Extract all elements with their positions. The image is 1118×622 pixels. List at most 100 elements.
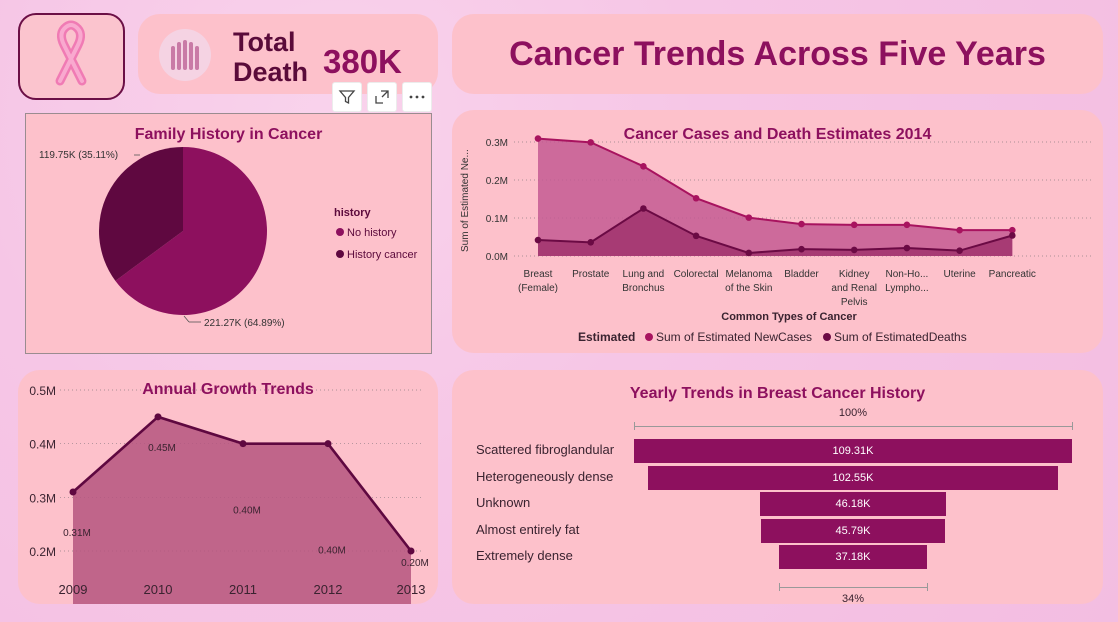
x-tick-label: and Renal [831, 283, 877, 294]
pie-legend-marker [336, 250, 344, 258]
data-point [154, 413, 162, 421]
pink-ribbon-icon [55, 20, 87, 86]
title-card [452, 14, 1103, 94]
data-point [798, 245, 805, 253]
raised-hands-icon [159, 29, 211, 81]
y-tick-label: 0.2M [486, 176, 508, 187]
series-area [538, 208, 1013, 256]
legend-marker [645, 333, 653, 341]
data-point [850, 246, 858, 254]
legend-title: Estimated [578, 330, 635, 344]
pie-chart: 221.27K (64.89%) 119.75K (35.11%) history N… [39, 147, 418, 329]
y-tick-label: 0.3M [29, 491, 56, 505]
funnel-top-percent: 100% [838, 407, 868, 419]
data-point [69, 488, 77, 496]
x-tick-label: Lung and [623, 269, 665, 280]
x-tick-label: Melanoma [725, 269, 772, 280]
data-point [587, 139, 594, 146]
data-label: 0.40M [318, 546, 346, 557]
funnel-category-label: Heterogeneously dense [476, 468, 614, 484]
data-point [745, 249, 753, 257]
funnel-category-label: Extremely dense [476, 548, 573, 564]
x-tick-label: Pancreatic [989, 269, 1036, 280]
y-tick-label: 0.3M [486, 138, 508, 149]
page-title: Cancer Trends Across Five Years [509, 35, 1046, 73]
cases-title: Cancer Cases and Death Estimates 2014 [623, 126, 932, 143]
data-point [534, 135, 542, 142]
pie-legend-label: No history [347, 227, 397, 239]
kpi-card: Total Death 380K [138, 14, 438, 94]
x-tick-label: Non-Ho... [886, 269, 929, 280]
data-point [850, 221, 858, 229]
data-point [640, 205, 647, 212]
data-point [1009, 226, 1016, 234]
focus-mode-icon[interactable] [367, 82, 397, 112]
y-tick-label: 0.1M [486, 214, 508, 225]
funnel-bottom-percent: 34% [841, 593, 865, 605]
pie-data-label: 221.27K (64.89%) [204, 318, 285, 329]
pie-slice [99, 147, 183, 281]
x-tick-label: 2010 [144, 582, 173, 597]
data-point [692, 232, 700, 240]
more-options-icon[interactable] [402, 82, 432, 112]
kpi-value: 380K [323, 43, 402, 80]
funnel-bracket-tick [634, 422, 635, 430]
y-tick-label: 0.0M [486, 252, 508, 263]
funnel-category-label: Almost entirely fat [476, 521, 580, 537]
legend-label: Sum of EstimatedDeaths [834, 330, 967, 344]
pie-slice [115, 147, 268, 315]
funnel-bar: 45.79K [761, 518, 945, 543]
cases-chart: 0.0M 0.1M 0.2M 0.3M Sum of Estimated Ne... Br… [460, 135, 1093, 344]
data-point [534, 236, 542, 244]
x-tick-label: Colorectal [674, 269, 719, 280]
data-label: 0.31M [63, 528, 91, 539]
y-tick-label: 0.4M [29, 438, 56, 452]
data-label: 0.20M [401, 558, 429, 569]
pie-leader-line [183, 315, 190, 323]
x-axis-label: Common Types of Cancer [721, 311, 857, 323]
y-tick-label: 0.5M [29, 384, 56, 398]
x-tick-label: Pelvis [841, 297, 868, 308]
funnel-top-bracket [634, 426, 1072, 427]
x-tick-label: (Female) [518, 283, 558, 294]
growth-title: Annual Growth Trends [142, 381, 314, 398]
funnel-bracket-tick [927, 583, 929, 591]
data-point [692, 194, 700, 202]
funnel-category-label: Unknown [476, 495, 531, 511]
ribbon-logo [18, 13, 125, 100]
visual-toolbar [332, 82, 432, 112]
family-history-card: Family History in Cancer 221.27K (64.89%… [25, 113, 432, 354]
growth-card: 0.2M 0.3M 0.4M 0.5M 0.31M 0.45M 0.40M 0.40M 0.20… [18, 370, 438, 604]
data-point [956, 226, 963, 234]
x-tick-label: Breast [524, 269, 553, 280]
x-tick-label: 2013 [397, 582, 426, 597]
x-tick-label: Kidney [839, 269, 870, 280]
funnel-bracket-tick [778, 583, 780, 591]
funnel-bracket-tick [1072, 422, 1073, 430]
series-line [537, 207, 1013, 254]
x-tick-label: 2012 [314, 582, 343, 597]
funnel-title: Yearly Trends in Breast Cancer History [629, 385, 926, 402]
pie-title: Family History in Cancer [134, 126, 323, 143]
growth-area [73, 416, 411, 604]
kpi-title-line2: Death [233, 57, 309, 87]
funnel-category-label: Scattered fibroglandular [476, 442, 615, 457]
legend-label: Sum of Estimated NewCases [656, 330, 812, 344]
data-point [745, 214, 753, 221]
growth-chart: 0.2M 0.3M 0.4M 0.5M 0.31M 0.45M 0.40M 0.40M 0.20… [29, 384, 429, 604]
data-point [324, 440, 332, 448]
x-tick-label: Prostate [572, 269, 610, 280]
data-label: 0.45M [148, 443, 176, 454]
data-point [640, 163, 647, 170]
funnel-bar: 102.55K [647, 465, 1059, 490]
y-axis-label: Sum of Estimated Ne... [460, 149, 471, 252]
funnel-bar: 109.31K [634, 439, 1072, 463]
funnel-bar: 37.18K [778, 545, 928, 570]
data-point [798, 220, 805, 228]
data-point [903, 244, 911, 252]
filter-icon[interactable] [332, 82, 362, 112]
data-point [587, 239, 594, 246]
x-tick-label: 2009 [59, 582, 88, 597]
pie-legend-title: history [334, 207, 372, 219]
x-tick-label: 2011 [229, 582, 257, 597]
